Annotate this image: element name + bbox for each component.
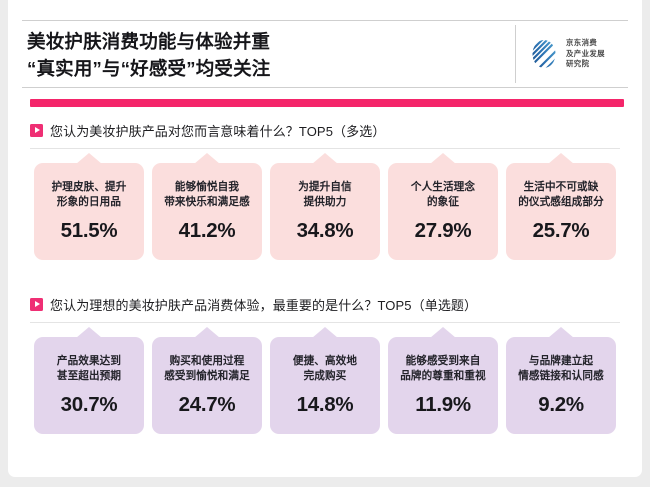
stat-card-label: 便捷、高效地 完成购买 xyxy=(292,355,358,382)
stat-card[interactable]: 护理皮肤、提升 形象的日用品 51.5% xyxy=(34,163,144,260)
stat-card[interactable]: 与品牌建立起 情感链接和认同感 9.2% xyxy=(506,337,616,434)
stat-card[interactable]: 生活中不可或缺 的仪式感组成部分 25.7% xyxy=(506,163,616,260)
brand-name-line-3: 研究院 xyxy=(566,59,590,69)
stat-card-label: 购买和使用过程 感受到愉悦和满足 xyxy=(164,355,250,382)
stat-card-value: 27.9% xyxy=(414,219,472,242)
question-divider-1 xyxy=(30,148,620,149)
title-block: 美妆护肤消费功能与体验并重 “真实用”与“好感受”均受关注 xyxy=(22,21,515,87)
play-square-icon xyxy=(30,123,43,137)
question-row-2: 您认为理想的美妆护肤产品消费体验，最重要的是什么？TOP5（单选题） xyxy=(8,292,642,316)
stat-card-value: 30.7% xyxy=(60,393,118,416)
stat-card-label: 能够愉悦自我 带来快乐和满足感 xyxy=(164,181,250,208)
question-row-1: 您认为美妆护肤产品对您而言意味着什么？TOP5（多选） xyxy=(8,118,642,142)
stat-card[interactable]: 能够愉悦自我 带来快乐和满足感 41.2% xyxy=(152,163,262,260)
stat-card[interactable]: 能够感受到来自 品牌的尊重和重视 11.9% xyxy=(388,337,498,434)
stat-card-value: 11.9% xyxy=(415,393,471,416)
card-row-1: 护理皮肤、提升 形象的日用品 51.5% 能够愉悦自我 带来快乐和满足感 41.… xyxy=(8,149,642,260)
brand-logo: 京东消费 及产业发展 研究院 xyxy=(516,21,628,87)
play-square-icon xyxy=(30,297,43,311)
page-header: 美妆护肤消费功能与体验并重 “真实用”与“好感受”均受关注 xyxy=(22,20,628,88)
stat-card-label: 生活中不可或缺 的仪式感组成部分 xyxy=(518,181,604,208)
accent-bar xyxy=(30,99,624,107)
header-vertical-divider xyxy=(515,25,516,83)
brand-name-line-2: 及产业发展 xyxy=(566,48,605,58)
stat-card[interactable]: 购买和使用过程 感受到愉悦和满足 24.7% xyxy=(152,337,262,434)
section-question-2: 您认为理想的美妆护肤产品消费体验，最重要的是什么？TOP5（单选题） 产品效果达… xyxy=(8,292,642,434)
page-title-line-1: 美妆护肤消费功能与体验并重 xyxy=(27,31,271,52)
striped-sphere-logo-icon xyxy=(529,36,559,72)
section-question-1: 您认为美妆护肤产品对您而言意味着什么？TOP5（多选） 护理皮肤、提升 形象的日… xyxy=(8,118,642,260)
card-row-2: 产品效果达到 甚至超出预期 30.7% 购买和使用过程 感受到愉悦和满足 24.… xyxy=(8,323,642,434)
question-text-1: 您认为美妆护肤产品对您而言意味着什么？TOP5（多选） xyxy=(50,123,386,139)
infographic-page: 美妆护肤消费功能与体验并重 “真实用”与“好感受”均受关注 xyxy=(8,0,642,477)
stat-card[interactable]: 产品效果达到 甚至超出预期 30.7% xyxy=(34,337,144,434)
question-divider-2 xyxy=(30,322,620,323)
stat-card-value: 25.7% xyxy=(532,219,590,242)
stat-card-label: 能够感受到来自 品牌的尊重和重视 xyxy=(400,355,486,382)
page-title-line-2: “真实用”与“好感受”均受关注 xyxy=(27,58,271,79)
stat-card-value: 34.8% xyxy=(296,219,354,242)
stat-card-label: 个人生活理念 的象征 xyxy=(410,181,476,208)
stat-card-value: 51.5% xyxy=(60,219,118,242)
stat-card-value: 14.8% xyxy=(296,393,354,416)
stat-card[interactable]: 个人生活理念 的象征 27.9% xyxy=(388,163,498,260)
brand-name-line-1: 京东消费 xyxy=(566,38,598,48)
stat-card[interactable]: 便捷、高效地 完成购买 14.8% xyxy=(270,337,380,434)
stat-card-value: 41.2% xyxy=(178,219,236,242)
stat-card-label: 产品效果达到 甚至超出预期 xyxy=(56,355,122,382)
stat-card-label: 为提升自信 提供助力 xyxy=(298,181,352,208)
brand-name: 京东消费 及产业发展 研究院 xyxy=(566,38,605,69)
stat-card-value: 24.7% xyxy=(178,393,236,416)
stat-card[interactable]: 为提升自信 提供助力 34.8% xyxy=(270,163,380,260)
stat-card-label: 护理皮肤、提升 形象的日用品 xyxy=(51,181,127,208)
stat-card-value: 9.2% xyxy=(538,393,584,416)
stat-card-label: 与品牌建立起 情感链接和认同感 xyxy=(518,355,604,382)
question-text-2: 您认为理想的美妆护肤产品消费体验，最重要的是什么？TOP5（单选题） xyxy=(50,297,478,313)
